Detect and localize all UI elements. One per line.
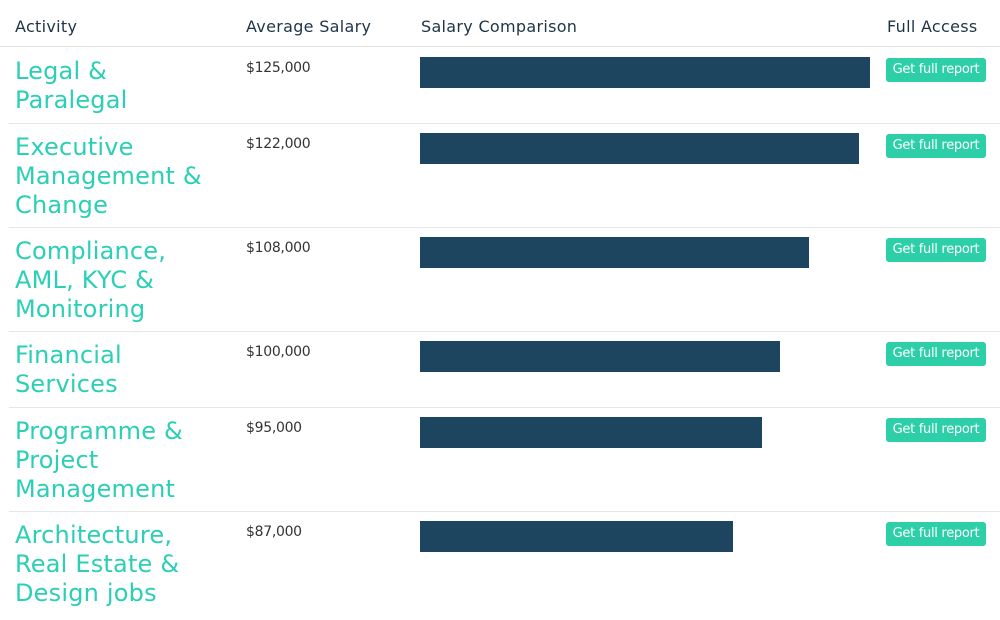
get-full-report-button[interactable]: Get full report — [886, 522, 986, 546]
header-average-salary: Average Salary — [246, 17, 372, 36]
salary-bar — [420, 133, 859, 164]
header-salary-comparison: Salary Comparison — [421, 17, 578, 36]
table-row: Compliance, AML, KYC & Monitoring $108,0… — [9, 228, 1000, 332]
average-salary: $125,000 — [246, 60, 311, 76]
average-salary: $122,000 — [246, 136, 311, 152]
salary-bar — [420, 237, 809, 268]
salary-bar — [420, 521, 733, 552]
activity-name[interactable]: Legal & Paralegal — [15, 57, 128, 114]
header-activity: Activity — [15, 17, 78, 36]
table-row: Executive Management & Change $122,000 G… — [9, 124, 1000, 228]
average-salary: $100,000 — [246, 344, 311, 360]
get-full-report-button[interactable]: Get full report — [886, 418, 986, 442]
activity-name[interactable]: Architecture, Real Estate & Design jobs — [15, 521, 180, 607]
get-full-report-button[interactable]: Get full report — [886, 238, 986, 262]
average-salary: $95,000 — [246, 420, 302, 436]
activity-name[interactable]: Compliance, AML, KYC & Monitoring — [15, 237, 167, 323]
salary-bar — [420, 417, 762, 448]
table-row: Architecture, Real Estate & Design jobs … — [9, 512, 1000, 612]
average-salary: $87,000 — [246, 524, 302, 540]
salary-bar — [420, 57, 870, 88]
get-full-report-button[interactable]: Get full report — [886, 134, 986, 158]
table-row: Programme & Project Management $95,000 G… — [9, 408, 1000, 512]
salary-bar — [420, 341, 780, 372]
get-full-report-button[interactable]: Get full report — [886, 58, 986, 82]
header-full-access: Full Access — [887, 17, 978, 36]
get-full-report-button[interactable]: Get full report — [886, 342, 986, 366]
table-header: Activity Average Salary Salary Compariso… — [0, 0, 1000, 47]
table-row: Financial Services $100,000 Get full rep… — [9, 332, 1000, 408]
table-row: Legal & Paralegal $125,000 Get full repo… — [9, 48, 1000, 124]
average-salary: $108,000 — [246, 240, 311, 256]
activity-name[interactable]: Programme & Project Management — [15, 417, 183, 503]
activity-name[interactable]: Financial Services — [15, 341, 122, 398]
activity-name[interactable]: Executive Management & Change — [15, 133, 202, 219]
